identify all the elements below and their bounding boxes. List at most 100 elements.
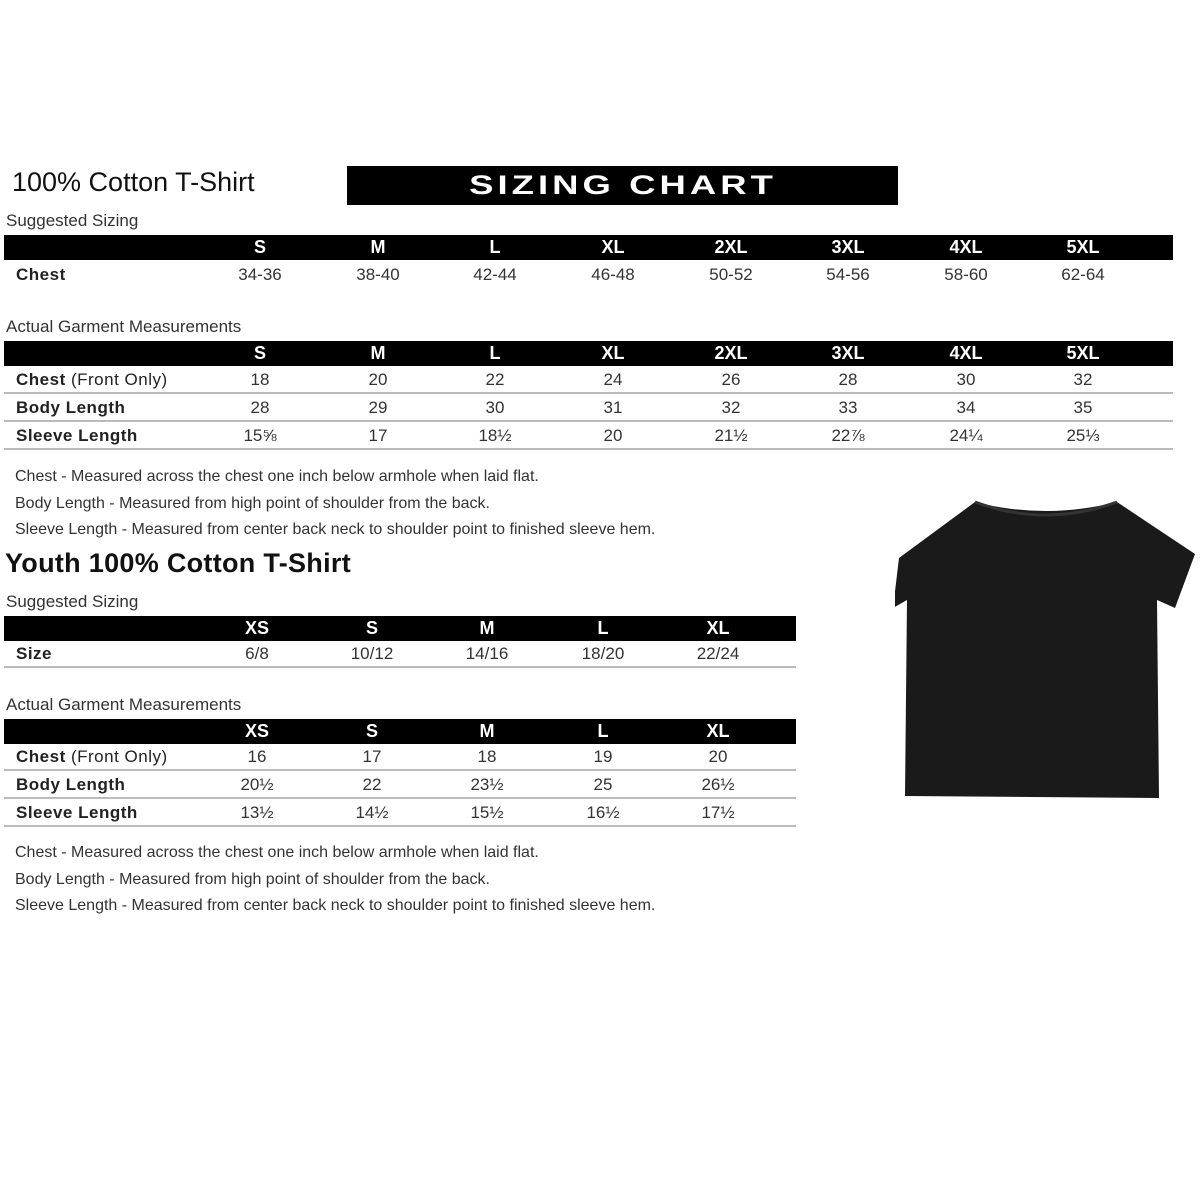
- table-cell: 46-48: [591, 265, 635, 284]
- table-cell: 26½: [701, 775, 735, 794]
- adult-suggested-label: Suggested Sizing: [6, 211, 139, 230]
- table-cell: 54-56: [826, 265, 870, 284]
- table-cell: 19: [593, 747, 613, 766]
- table-cell: 20: [603, 426, 623, 445]
- size-header: S: [253, 343, 267, 363]
- size-header: XS: [244, 618, 270, 638]
- size-header: XS: [244, 721, 270, 741]
- row-divider: [4, 420, 1173, 422]
- row-label-suffix: (Front Only): [65, 370, 168, 389]
- table-cell: 21½: [714, 426, 748, 445]
- table-cell: 42-44: [473, 265, 517, 284]
- adult-suggested-header-bar: S M L XL 2XL 3XL 4XL 5XL: [4, 235, 1173, 260]
- size-header: L: [489, 343, 501, 363]
- table-cell: 24¼: [949, 426, 983, 445]
- row-label-text: Chest: [16, 265, 66, 284]
- table-cell: 58-60: [944, 265, 988, 284]
- table-cell: 22: [362, 775, 382, 794]
- row-divider: [4, 825, 796, 827]
- table-cell: 22⅞: [831, 426, 865, 445]
- youth-actual-row-label: Sleeve Length: [16, 803, 138, 823]
- table-cell: 17½: [701, 803, 735, 822]
- size-header: XL: [601, 237, 625, 257]
- adult-suggested-row-label: Chest: [16, 265, 66, 285]
- table-cell: 20: [708, 747, 728, 766]
- table-cell: 16½: [586, 803, 620, 822]
- row-label-text: Chest: [16, 747, 66, 766]
- adult-note: Chest - Measured across the chest one in…: [15, 468, 539, 485]
- table-cell: 20: [368, 370, 388, 389]
- table-cell: 10/12: [350, 644, 394, 663]
- size-header: 5XL: [1066, 237, 1100, 257]
- adult-actual-row-label: Sleeve Length: [16, 426, 138, 446]
- youth-title: Youth 100% Cotton T-Shirt: [5, 548, 351, 578]
- youth-actual-header-bar: XS S M L XL: [4, 719, 796, 744]
- table-cell: 62-64: [1061, 265, 1105, 284]
- size-header: L: [597, 721, 609, 741]
- youth-suggested-label: Suggested Sizing: [6, 592, 139, 611]
- table-cell: 28: [250, 398, 270, 417]
- table-cell: 35: [1073, 398, 1093, 417]
- table-cell: 28: [838, 370, 858, 389]
- youth-note: Body Length - Measured from high point o…: [15, 870, 490, 888]
- size-header: M: [370, 343, 386, 363]
- size-header: S: [253, 237, 267, 257]
- adult-actual-row-label: Chest (Front Only): [16, 370, 168, 390]
- youth-note: Sleeve Length - Measured from center bac…: [15, 897, 656, 914]
- youth-note: Chest - Measured across the chest one in…: [15, 844, 539, 861]
- table-cell: 25: [593, 775, 613, 794]
- table-cell: 33: [838, 398, 858, 417]
- table-cell: 17: [362, 747, 382, 766]
- youth-suggested-row-label: Size: [16, 644, 52, 664]
- sizing-chart-banner: SIZING CHART: [347, 166, 898, 205]
- table-cell: 17: [368, 426, 388, 445]
- size-header: M: [479, 721, 495, 741]
- youth-suggested-header-bar: XS S M L XL: [4, 616, 796, 641]
- size-header: 5XL: [1066, 343, 1100, 363]
- row-label-text: Body Length: [16, 398, 126, 417]
- youth-actual-row-label: Chest (Front Only): [16, 747, 168, 767]
- table-cell: 30: [485, 398, 505, 417]
- adult-note: Sleeve Length - Measured from center bac…: [15, 521, 656, 538]
- table-cell: 16: [247, 747, 267, 766]
- table-cell: 13½: [240, 803, 274, 822]
- tshirt-shape: [895, 502, 1195, 798]
- size-header: 4XL: [949, 237, 983, 257]
- size-header: M: [479, 618, 495, 638]
- table-cell: 50-52: [709, 265, 753, 284]
- table-cell: 23½: [470, 775, 504, 794]
- row-label-text: Sleeve Length: [16, 803, 138, 822]
- row-divider: [4, 448, 1173, 450]
- table-cell: 38-40: [356, 265, 400, 284]
- table-cell: 20½: [240, 775, 274, 794]
- row-divider: [4, 666, 796, 668]
- row-label-text: Chest: [16, 370, 66, 389]
- size-header: S: [365, 618, 379, 638]
- size-header: 4XL: [949, 343, 983, 363]
- table-cell: 15½: [470, 803, 504, 822]
- youth-actual-label: Actual Garment Measurements: [6, 695, 242, 714]
- size-header: 2XL: [714, 343, 748, 363]
- size-header: 2XL: [714, 237, 748, 257]
- table-cell: 34-36: [238, 265, 282, 284]
- size-header: L: [489, 237, 501, 257]
- table-cell: 18: [477, 747, 497, 766]
- size-header: 3XL: [831, 343, 865, 363]
- table-cell: 32: [721, 398, 741, 417]
- table-cell: 25⅓: [1066, 426, 1100, 445]
- adult-title: 100% Cotton T-Shirt: [12, 167, 255, 197]
- size-header: XL: [601, 343, 625, 363]
- row-divider: [4, 769, 796, 771]
- table-cell: 29: [368, 398, 388, 417]
- table-cell: 30: [956, 370, 976, 389]
- table-cell: 32: [1073, 370, 1093, 389]
- size-header: XL: [706, 618, 730, 638]
- table-cell: 22/24: [696, 644, 740, 663]
- row-label-text: Body Length: [16, 775, 126, 794]
- adult-actual-header-bar: S M L XL 2XL 3XL 4XL 5XL: [4, 341, 1173, 366]
- adult-actual-row-label: Body Length: [16, 398, 125, 418]
- row-label-suffix: (Front Only): [65, 747, 168, 766]
- tshirt-image: [895, 500, 1195, 798]
- table-cell: 14/16: [465, 644, 509, 663]
